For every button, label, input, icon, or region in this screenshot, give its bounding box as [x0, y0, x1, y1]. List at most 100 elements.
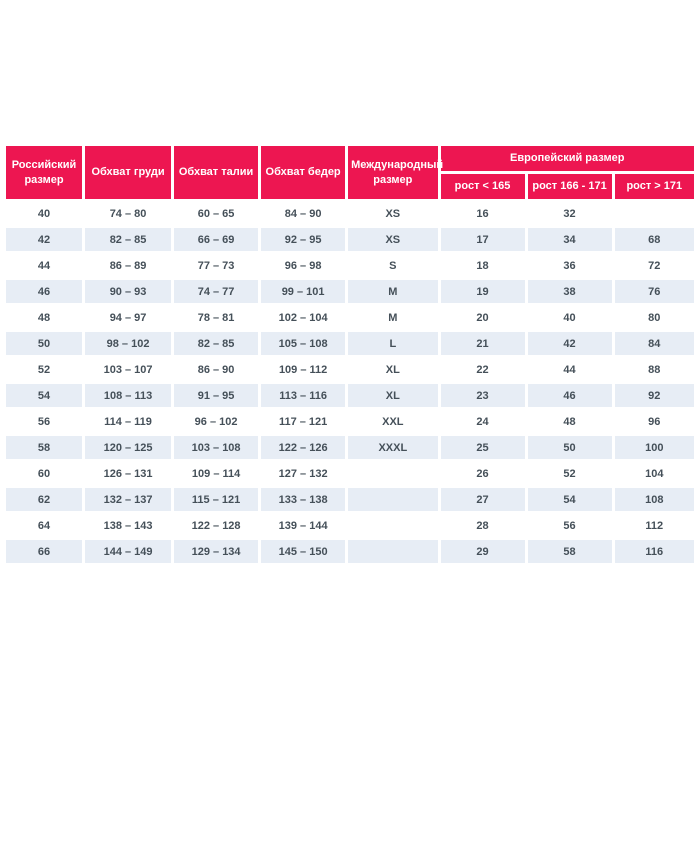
- cell: 62: [6, 488, 83, 511]
- cell: 26: [440, 462, 525, 485]
- cell: 144 – 149: [85, 540, 172, 563]
- cell: 54: [527, 488, 612, 511]
- cell: 16: [440, 202, 525, 225]
- cell: 122 – 128: [174, 514, 259, 537]
- col-header-russian-size: Российский размер: [6, 146, 83, 199]
- cell: [348, 488, 438, 511]
- cell: 112: [614, 514, 694, 537]
- cell: 72: [614, 254, 694, 277]
- cell: 38: [527, 280, 612, 303]
- cell: 58: [6, 436, 83, 459]
- table-row: 46 90 – 93 74 – 77 99 – 101 M 19 38 76: [6, 280, 694, 303]
- cell: 100: [614, 436, 694, 459]
- table-row: 50 98 – 102 82 – 85 105 – 108 L 21 42 84: [6, 332, 694, 355]
- header-row-main: Российский размер Обхват груди Обхват та…: [6, 146, 694, 199]
- cell: 96 – 98: [261, 254, 346, 277]
- cell: 48: [527, 410, 612, 433]
- cell: 60: [6, 462, 83, 485]
- cell: 78 – 81: [174, 306, 259, 329]
- table-row: 62 132 – 137 115 – 121 133 – 138 27 54 108: [6, 488, 694, 511]
- cell: 82 – 85: [174, 332, 259, 355]
- cell: 103 – 108: [174, 436, 259, 459]
- cell: 17: [440, 228, 525, 251]
- col-header-chest: Обхват груди: [85, 146, 172, 199]
- cell: 21: [440, 332, 525, 355]
- cell: 20: [440, 306, 525, 329]
- cell: 103 – 107: [85, 358, 172, 381]
- cell: 108 – 113: [85, 384, 172, 407]
- cell: 139 – 144: [261, 514, 346, 537]
- cell: M: [348, 280, 438, 303]
- cell: 52: [6, 358, 83, 381]
- table-row: 52 103 – 107 86 – 90 109 – 112 XL 22 44 88: [6, 358, 694, 381]
- cell: 82 – 85: [85, 228, 172, 251]
- cell: 42: [527, 332, 612, 355]
- col-header-european-size: Европейский размер: [440, 146, 694, 171]
- size-chart-body: 40 74 – 80 60 – 65 84 – 90 XS 16 32 42 82 – 85 66…: [6, 202, 694, 563]
- cell: [614, 202, 694, 225]
- cell: 109 – 114: [174, 462, 259, 485]
- cell: 116: [614, 540, 694, 563]
- cell: 50: [527, 436, 612, 459]
- cell: 58: [527, 540, 612, 563]
- cell: 120 – 125: [85, 436, 172, 459]
- cell: 52: [527, 462, 612, 485]
- cell: 109 – 112: [261, 358, 346, 381]
- cell: 64: [6, 514, 83, 537]
- cell: 108: [614, 488, 694, 511]
- cell: 115 – 121: [174, 488, 259, 511]
- size-chart-table: Российский размер Обхват груди Обхват та…: [3, 143, 697, 566]
- cell: XS: [348, 202, 438, 225]
- cell: 133 – 138: [261, 488, 346, 511]
- cell: 80: [614, 306, 694, 329]
- table-row: 58 120 – 125 103 – 108 122 – 126 XXXL 25 50 100: [6, 436, 694, 459]
- cell: 32: [527, 202, 612, 225]
- cell: 105 – 108: [261, 332, 346, 355]
- cell: 27: [440, 488, 525, 511]
- size-chart-header: Российский размер Обхват груди Обхват та…: [6, 146, 694, 199]
- cell: 18: [440, 254, 525, 277]
- cell: 94 – 97: [85, 306, 172, 329]
- cell: 84: [614, 332, 694, 355]
- cell: 46: [6, 280, 83, 303]
- cell: [348, 462, 438, 485]
- cell: L: [348, 332, 438, 355]
- col-header-international-size: Международный размер: [348, 146, 443, 199]
- table-row: 40 74 – 80 60 – 65 84 – 90 XS 16 32: [6, 202, 694, 225]
- col-header-height-gt-171: рост > 171: [614, 174, 694, 199]
- cell: 86 – 89: [85, 254, 172, 277]
- cell: 102 – 104: [261, 306, 346, 329]
- col-header-waist: Обхват талии: [174, 146, 259, 199]
- cell: 76: [614, 280, 694, 303]
- cell: 46: [527, 384, 612, 407]
- cell: 114 – 119: [85, 410, 172, 433]
- cell: 40: [6, 202, 83, 225]
- cell: 84 – 90: [261, 202, 346, 225]
- cell: XL: [348, 384, 438, 407]
- cell: 99 – 101: [261, 280, 346, 303]
- cell: 22: [440, 358, 525, 381]
- cell: 88: [614, 358, 694, 381]
- cell: 74 – 77: [174, 280, 259, 303]
- cell: 90 – 93: [85, 280, 172, 303]
- cell: 60 – 65: [174, 202, 259, 225]
- cell: 66 – 69: [174, 228, 259, 251]
- cell: 19: [440, 280, 525, 303]
- table-row: 44 86 – 89 77 – 73 96 – 98 S 18 36 72: [6, 254, 694, 277]
- cell: 54: [6, 384, 83, 407]
- cell: 132 – 137: [85, 488, 172, 511]
- cell: 29: [440, 540, 525, 563]
- cell: 74 – 80: [85, 202, 172, 225]
- cell: 28: [440, 514, 525, 537]
- cell: 25: [440, 436, 525, 459]
- cell: 68: [614, 228, 694, 251]
- cell: 36: [527, 254, 612, 277]
- cell: 66: [6, 540, 83, 563]
- cell: 122 – 126: [261, 436, 346, 459]
- cell: 117 – 121: [261, 410, 346, 433]
- col-header-hips: Обхват бедер: [261, 146, 346, 199]
- cell: 44: [527, 358, 612, 381]
- cell: XXL: [348, 410, 438, 433]
- cell: 129 – 134: [174, 540, 259, 563]
- table-row: 60 126 – 131 109 – 114 127 – 132 26 52 104: [6, 462, 694, 485]
